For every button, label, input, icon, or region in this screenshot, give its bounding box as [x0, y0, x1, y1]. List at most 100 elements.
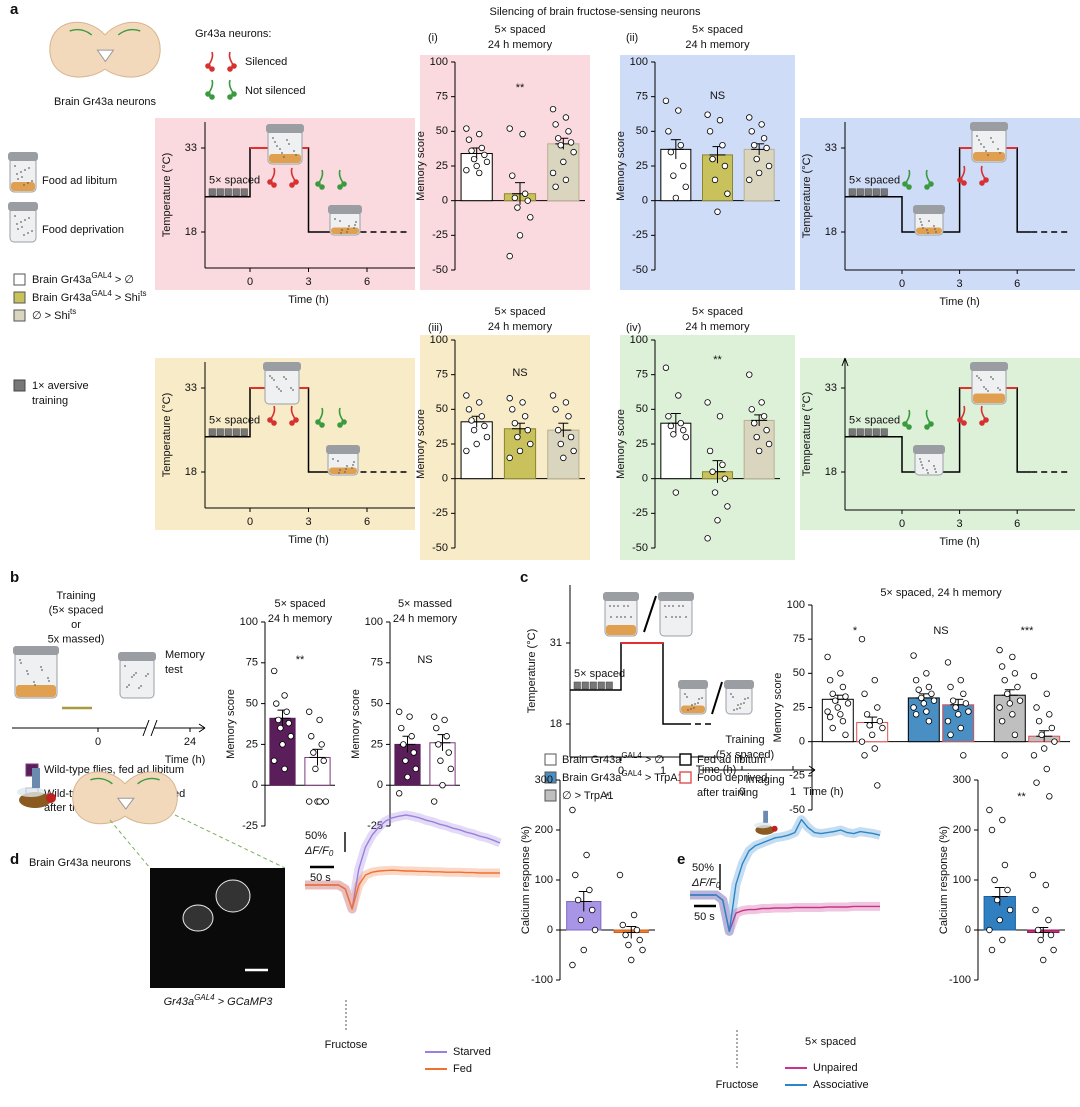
vial-dot	[664, 605, 666, 607]
superscript: GAL4	[91, 289, 112, 298]
data-point	[628, 956, 635, 964]
training-block	[224, 188, 232, 196]
vial-dot	[624, 616, 626, 618]
data-point	[1040, 745, 1048, 752]
vial-dot	[133, 674, 135, 676]
y-tick-label: 100	[787, 599, 805, 611]
data-point	[677, 420, 684, 427]
data-point	[719, 141, 726, 149]
neuron-soma	[267, 179, 273, 185]
vial-dot	[627, 605, 629, 607]
data-point	[960, 752, 967, 759]
legend-label: Food deprivation	[42, 224, 124, 236]
training-block	[597, 681, 605, 690]
vial-dot	[131, 676, 133, 678]
vial-dot	[992, 141, 994, 143]
text-part: Gr43a	[164, 996, 195, 1008]
legend-swatch	[544, 789, 557, 802]
data-point	[667, 422, 675, 430]
data-point	[305, 708, 313, 715]
vial-dot	[934, 468, 936, 470]
training-block	[605, 681, 613, 690]
data-point	[746, 114, 753, 121]
data-point	[677, 141, 684, 149]
vial-dot	[126, 686, 128, 688]
data-point	[957, 724, 964, 732]
data-point	[404, 773, 411, 781]
vial-dot	[740, 703, 742, 705]
text-part: Brain Gr43a	[562, 772, 622, 784]
legend-label: Fed ad libitum	[697, 754, 766, 766]
y-tick-label: 50	[436, 125, 448, 137]
data-point	[570, 447, 577, 455]
data-point	[1038, 731, 1045, 739]
vial-dot	[675, 616, 677, 618]
data-point	[832, 697, 839, 704]
panel-label: b	[10, 569, 19, 586]
food	[973, 152, 1005, 161]
data-point	[273, 700, 280, 707]
data-point	[923, 670, 930, 677]
neuron-soma	[231, 63, 237, 69]
vial-dot	[921, 464, 923, 466]
x-tick-label: 1	[790, 786, 796, 798]
vial-dot	[40, 666, 42, 668]
significance: **	[713, 354, 722, 366]
protocol-label: (5× spaced	[49, 604, 104, 616]
y-tick-label: 100	[630, 56, 648, 68]
y-tick-label: 18	[185, 226, 197, 238]
vial-dot	[927, 232, 929, 234]
y-axis-label: Calcium response (%)	[938, 826, 950, 934]
text-part: > Shi	[112, 292, 140, 304]
neuron-soma	[319, 184, 325, 190]
vial-dot	[987, 154, 989, 156]
data-point	[716, 117, 724, 124]
vial-dot	[283, 156, 285, 158]
vial-dot	[744, 698, 746, 700]
trace-band	[305, 810, 502, 914]
data-point	[751, 141, 758, 149]
training-block	[848, 428, 856, 436]
vial-dot	[290, 387, 292, 389]
vial-dot	[339, 220, 341, 222]
data-point	[554, 426, 562, 434]
vial-dot	[31, 230, 33, 232]
data-point	[524, 426, 531, 434]
legend-label: Brain Gr43aGAL4 > TrpA1	[562, 769, 684, 784]
chart-title: 24 h memory	[685, 39, 750, 51]
vial-dot	[934, 228, 936, 230]
text-part: Brain Gr43a	[32, 274, 92, 286]
microscope	[763, 810, 768, 823]
scale-label: 50%	[692, 862, 714, 874]
y-tick-label: 50	[371, 698, 383, 710]
neuron-soma	[337, 184, 343, 190]
vial-dot	[697, 702, 699, 704]
y-tick-label: 100	[953, 874, 971, 886]
data-point	[511, 420, 519, 427]
vial-dot	[691, 704, 693, 706]
data-point	[960, 690, 967, 698]
vial-dot	[20, 221, 22, 223]
vial-dot	[928, 220, 930, 222]
vial-dot	[273, 379, 275, 381]
data-point	[478, 144, 486, 152]
x-tick-label: 6	[364, 276, 370, 288]
data-point	[998, 717, 1006, 725]
vial-dot	[295, 154, 297, 156]
x-tick-label: 0	[247, 516, 253, 528]
y-tick-label: 0	[377, 779, 383, 791]
superscript: GAL4	[621, 751, 642, 760]
data-point	[516, 232, 524, 239]
axis-arrow	[808, 769, 816, 775]
data-point	[858, 635, 866, 643]
data-point	[527, 440, 534, 448]
legend-swatch	[679, 753, 692, 766]
y-tick-label: -100	[949, 974, 971, 986]
vial-dot	[926, 469, 928, 471]
data-point	[412, 765, 420, 773]
data-point	[1016, 697, 1024, 704]
y-axis-label: Calcium response (%)	[520, 826, 532, 934]
y-tick-label: 25	[246, 738, 258, 750]
vial-dot	[990, 376, 992, 378]
